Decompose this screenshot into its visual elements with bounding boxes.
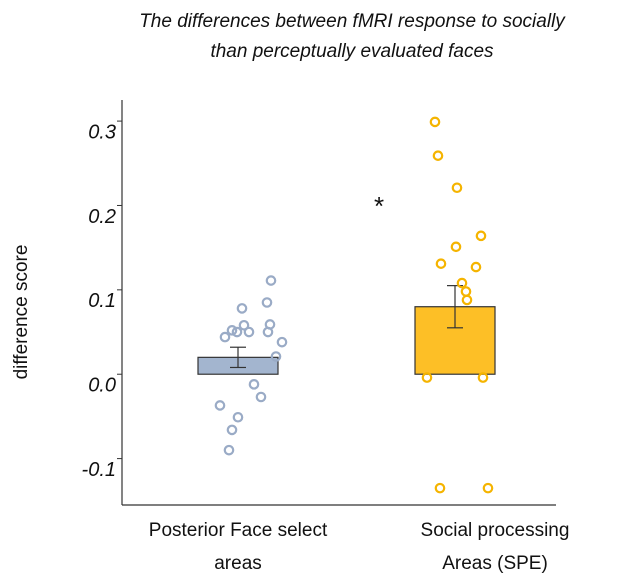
bar [414,306,496,375]
data-point [255,391,267,403]
chart-title: than perceptually evaluated faces [210,41,494,62]
y-tick-label: -0.1 [82,459,116,481]
x-tick-label: Social processing [421,520,570,541]
data-point [429,116,441,128]
significance-marker: * [374,191,384,221]
data-point [219,331,231,343]
data-point [232,411,244,423]
y-tick-label: 0.3 [88,121,116,143]
data-point [421,372,433,383]
y-tick-label: 0.0 [88,375,116,397]
data-point [265,275,277,286]
data-point [231,326,243,338]
data-point [475,230,487,242]
data-point [461,294,473,306]
data-point [435,258,447,269]
chart-title: The differences between fMRI response to… [139,11,566,32]
data-point [270,351,282,362]
data-point [450,241,462,253]
data-point [451,182,463,194]
data-point [238,319,250,331]
data-point [261,297,273,308]
data-point [226,424,238,436]
data-point [248,379,260,390]
y-axis-label: difference score [11,245,32,380]
data-point [477,372,489,383]
data-point [432,150,444,161]
x-tick-label: areas [214,553,262,574]
data-point [276,336,288,348]
data-point [456,277,468,289]
data-point [470,261,482,273]
data-point [214,400,226,411]
data-point [223,444,235,456]
data-point [243,326,255,338]
data-point [262,326,274,338]
y-tick-label: 0.2 [88,206,116,228]
x-tick-label: Areas (SPE) [442,553,548,574]
y-tick-label: 0.1 [88,290,116,312]
x-tick-label: Posterior Face select [149,520,328,541]
data-point [236,303,248,314]
data-point [226,325,238,336]
data-point [460,286,472,297]
data-point [482,482,494,494]
data-point [434,482,446,494]
